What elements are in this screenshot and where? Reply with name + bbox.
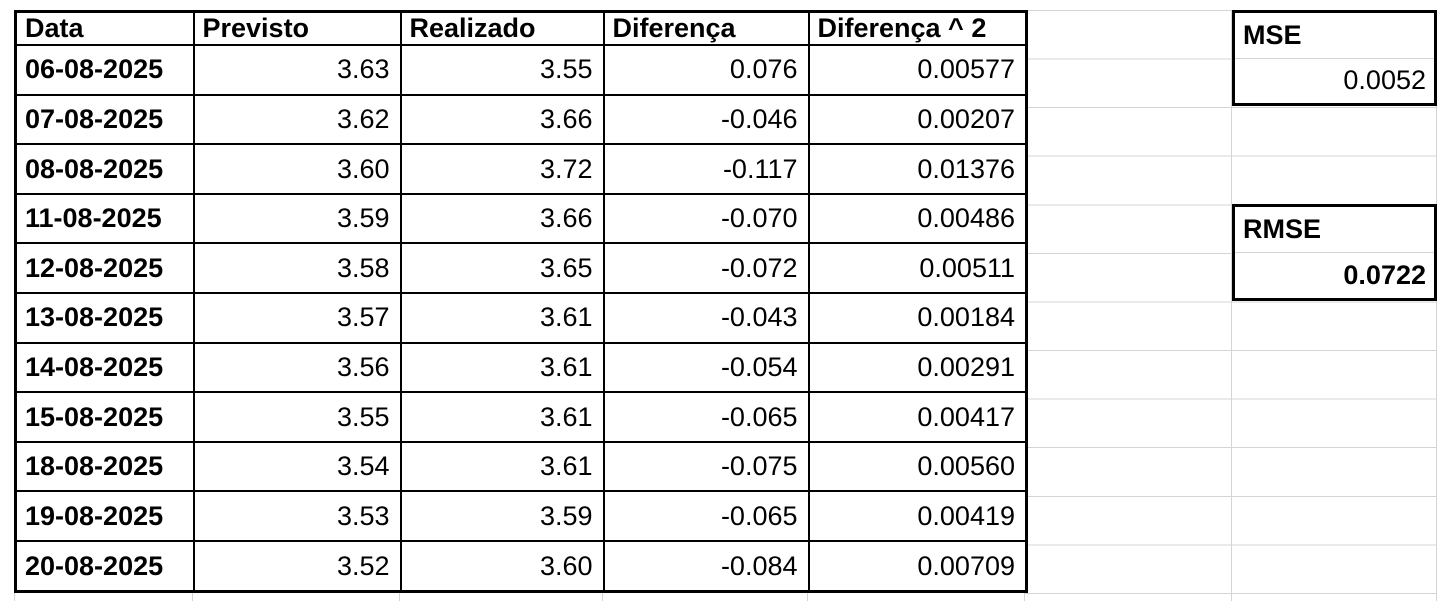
- rmse-value[interactable]: 0.0722: [1343, 260, 1426, 290]
- gridline-stub: [399, 593, 400, 601]
- cell-previsto[interactable]: 3.58: [192, 242, 402, 295]
- cell-realizado[interactable]: 3.66: [399, 192, 605, 245]
- cell-diferenca[interactable]: -0.046: [602, 93, 810, 146]
- cell-diferenca-sq[interactable]: 0.00511: [807, 242, 1028, 295]
- cell-diferenca[interactable]: 0.076: [602, 44, 810, 96]
- table-row: 15-08-2025 3.55 3.61 -0.065 0.00417: [14, 391, 1028, 443]
- cell-date[interactable]: 13-08-2025: [14, 292, 195, 344]
- cell-diferenca[interactable]: -0.043: [602, 292, 810, 344]
- cell-diferenca[interactable]: -0.075: [602, 440, 810, 493]
- rmse-box: RMSE 0.0722: [1232, 204, 1437, 301]
- cell-realizado[interactable]: 3.61: [399, 440, 605, 493]
- table-row: 18-08-2025 3.54 3.61 -0.075 0.00560: [14, 440, 1028, 493]
- cell-previsto[interactable]: 3.54: [192, 440, 402, 493]
- table-row: 13-08-2025 3.57 3.61 -0.043 0.00184: [14, 292, 1028, 344]
- cell-previsto[interactable]: 3.56: [192, 341, 402, 394]
- table-row: 19-08-2025 3.53 3.59 -0.065 0.00419: [14, 490, 1028, 543]
- table-row: 08-08-2025 3.60 3.72 -0.117 0.01376: [14, 143, 1028, 195]
- cell-previsto[interactable]: 3.59: [192, 192, 402, 245]
- cell-previsto[interactable]: 3.60: [192, 143, 402, 195]
- cell-realizado[interactable]: 3.61: [399, 391, 605, 443]
- gridline-stub: [192, 593, 193, 601]
- cell-previsto[interactable]: 3.63: [192, 44, 402, 96]
- gridline-vertical: [1231, 10, 1232, 601]
- forecast-table-wrap: Data Previsto Realizado Diferença Difere…: [14, 10, 1028, 593]
- table-row: 07-08-2025 3.62 3.66 -0.046 0.00207: [14, 93, 1028, 146]
- rmse-label[interactable]: RMSE: [1235, 207, 1434, 253]
- cell-date[interactable]: 18-08-2025: [14, 440, 195, 493]
- header-diferenca-sq[interactable]: Diferença ^ 2: [807, 10, 1028, 46]
- cell-realizado[interactable]: 3.55: [399, 44, 605, 96]
- table-row: 12-08-2025 3.58 3.65 -0.072 0.00511: [14, 242, 1028, 295]
- cell-diferenca[interactable]: -0.054: [602, 341, 810, 394]
- cell-realizado[interactable]: 3.60: [399, 540, 605, 593]
- header-previsto[interactable]: Previsto: [192, 10, 402, 46]
- header-realizado[interactable]: Realizado: [399, 10, 605, 46]
- cell-realizado[interactable]: 3.66: [399, 93, 605, 146]
- cell-realizado[interactable]: 3.61: [399, 341, 605, 394]
- cell-date[interactable]: 06-08-2025: [14, 44, 195, 96]
- cell-date[interactable]: 20-08-2025: [14, 540, 195, 593]
- header-diferenca[interactable]: Diferença: [602, 10, 810, 46]
- cell-date[interactable]: 12-08-2025: [14, 242, 195, 295]
- table-row: 20-08-2025 3.52 3.60 -0.084 0.00709: [14, 540, 1028, 593]
- cell-diferenca-sq[interactable]: 0.00417: [807, 391, 1028, 443]
- cell-date[interactable]: 14-08-2025: [14, 341, 195, 394]
- cell-previsto[interactable]: 3.57: [192, 292, 402, 344]
- mse-label[interactable]: MSE: [1235, 13, 1434, 59]
- cell-diferenca-sq[interactable]: 0.00184: [807, 292, 1028, 344]
- cell-diferenca-sq[interactable]: 0.00419: [807, 490, 1028, 543]
- cell-date[interactable]: 08-08-2025: [14, 143, 195, 195]
- cell-date[interactable]: 15-08-2025: [14, 391, 195, 443]
- cell-diferenca[interactable]: -0.065: [602, 490, 810, 543]
- cell-diferenca[interactable]: -0.072: [602, 242, 810, 295]
- cell-previsto[interactable]: 3.62: [192, 93, 402, 146]
- cell-date[interactable]: 11-08-2025: [14, 192, 195, 245]
- cell-date[interactable]: 19-08-2025: [14, 490, 195, 543]
- cell-diferenca-sq[interactable]: 0.00486: [807, 192, 1028, 245]
- cell-diferenca[interactable]: -0.117: [602, 143, 810, 195]
- gridline-stub: [1024, 593, 1025, 601]
- cell-previsto[interactable]: 3.55: [192, 391, 402, 443]
- header-data[interactable]: Data: [14, 10, 195, 46]
- mse-value[interactable]: 0.0052: [1343, 65, 1426, 96]
- cell-date[interactable]: 07-08-2025: [14, 93, 195, 146]
- cell-previsto[interactable]: 3.52: [192, 540, 402, 593]
- table-row: 11-08-2025 3.59 3.66 -0.070 0.00486: [14, 192, 1028, 245]
- cell-diferenca-sq[interactable]: 0.00207: [807, 93, 1028, 146]
- gridline-stub: [807, 593, 808, 601]
- cell-diferenca-sq[interactable]: 0.00560: [807, 440, 1028, 493]
- cell-diferenca-sq[interactable]: 0.01376: [807, 143, 1028, 195]
- cell-diferenca[interactable]: -0.084: [602, 540, 810, 593]
- cell-diferenca-sq[interactable]: 0.00291: [807, 341, 1028, 394]
- table-row: 06-08-2025 3.63 3.55 0.076 0.00577: [14, 44, 1028, 96]
- forecast-table: Data Previsto Realizado Diferença Difere…: [14, 10, 1028, 593]
- cell-realizado[interactable]: 3.65: [399, 242, 605, 295]
- gridline-stub: [602, 593, 603, 601]
- mse-box: MSE 0.0052: [1232, 10, 1437, 106]
- cell-diferenca-sq[interactable]: 0.00577: [807, 44, 1028, 96]
- cell-diferenca-sq[interactable]: 0.00709: [807, 540, 1028, 593]
- empty-cells-area[interactable]: [1025, 10, 1437, 601]
- cell-diferenca[interactable]: -0.070: [602, 192, 810, 245]
- cell-realizado[interactable]: 3.72: [399, 143, 605, 195]
- table-row: 14-08-2025 3.56 3.61 -0.054 0.00291: [14, 341, 1028, 394]
- cell-previsto[interactable]: 3.53: [192, 490, 402, 543]
- cell-realizado[interactable]: 3.59: [399, 490, 605, 543]
- gridline-stub: [14, 593, 15, 601]
- cell-diferenca[interactable]: -0.065: [602, 391, 810, 443]
- header-row: Data Previsto Realizado Diferença Difere…: [14, 10, 1028, 46]
- gridline-vertical: [1436, 10, 1437, 601]
- cell-realizado[interactable]: 3.61: [399, 292, 605, 344]
